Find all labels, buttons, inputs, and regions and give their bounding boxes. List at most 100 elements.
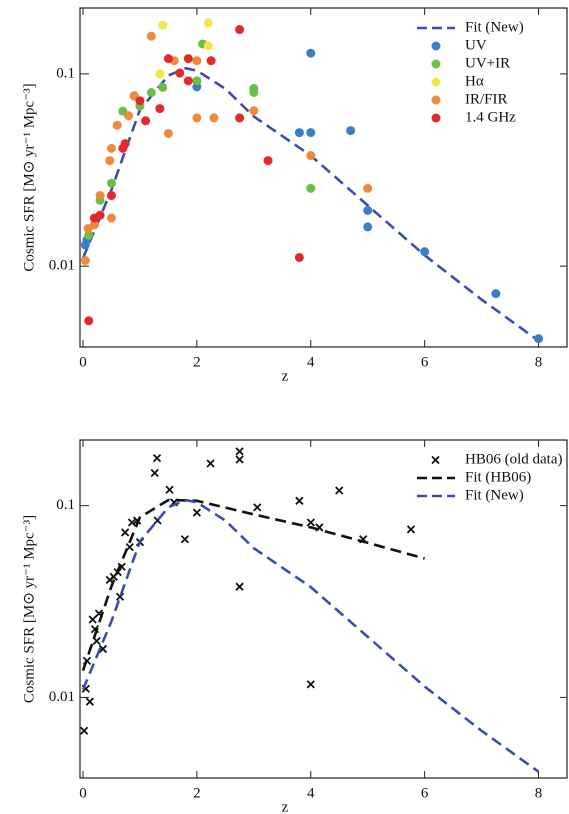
- plot-frame: [79, 7, 568, 348]
- data-point: [155, 104, 165, 114]
- data-point: [106, 213, 116, 223]
- legend-swatch: [431, 59, 441, 69]
- data-point: [203, 41, 213, 51]
- data-point: [235, 582, 244, 591]
- data-point: [84, 230, 94, 240]
- legend-swatch: [431, 77, 441, 87]
- data-point: [235, 113, 245, 123]
- x-tick-label: 6: [421, 354, 429, 370]
- data-point: [253, 503, 262, 512]
- legend-label: UV+IR: [465, 55, 510, 71]
- data-point: [98, 644, 108, 654]
- legend-label: 1.4 GHz: [465, 109, 516, 125]
- data-point: [158, 82, 168, 92]
- data-point: [88, 615, 97, 624]
- data-point: [406, 525, 416, 534]
- data-point: [263, 156, 273, 166]
- legend-label: UV: [465, 37, 487, 53]
- legend-swatch: [431, 455, 440, 465]
- legend-label: IR/FIR: [465, 91, 508, 107]
- data-point: [306, 151, 316, 161]
- data-point: [106, 178, 116, 188]
- data-point: [294, 128, 304, 138]
- data-point: [112, 120, 122, 130]
- y-tick-label: 0.01: [49, 689, 75, 705]
- data-point: [84, 316, 94, 326]
- x-tick-label: 0: [79, 785, 87, 801]
- data-point: [135, 96, 145, 106]
- x-tick-label: 0: [79, 354, 87, 370]
- data-point: [346, 126, 356, 136]
- data-point: [192, 76, 202, 86]
- data-point: [306, 128, 316, 138]
- data-point: [363, 183, 373, 193]
- data-point: [120, 139, 130, 149]
- data-point: [249, 87, 259, 97]
- x-tick-label: 2: [193, 354, 201, 370]
- data-point: [85, 697, 94, 706]
- legend-swatch: [431, 113, 441, 123]
- data-point: [206, 56, 216, 66]
- x-tick-label: 8: [535, 354, 543, 370]
- data-point: [180, 535, 190, 544]
- data-point: [294, 252, 304, 262]
- data-point: [163, 128, 173, 138]
- data-point: [534, 334, 544, 344]
- y-tick-label: 0.01: [49, 258, 75, 274]
- data-point: [192, 508, 202, 517]
- data-point: [124, 111, 134, 121]
- data-point: [146, 87, 156, 97]
- data-point: [89, 220, 99, 230]
- data-point: [155, 69, 165, 79]
- chart-panel: 0 2 4 6 8 0.01 0.1 z Cosmic SFR [M⊙ yr⁻¹ Mpc⁻³] H…: [21, 439, 568, 814]
- data-point: [235, 455, 244, 464]
- legend-swatch: [431, 41, 441, 51]
- data-point: [106, 191, 116, 201]
- fit-line: [81, 498, 540, 773]
- data-point: [335, 486, 344, 495]
- data-point: [150, 468, 159, 478]
- data-point: [141, 116, 151, 126]
- data-point: [249, 106, 259, 116]
- legend-swatch: [431, 95, 441, 105]
- data-point: [183, 76, 193, 86]
- data-point: [127, 518, 137, 527]
- legend-label: Fit (HB06): [465, 469, 531, 485]
- y-tick-label: 0.1: [56, 497, 75, 513]
- data-point: [152, 453, 162, 463]
- data-point: [420, 247, 430, 257]
- x-axis-label: z: [282, 368, 289, 384]
- data-point: [209, 113, 219, 123]
- data-point: [363, 205, 373, 215]
- data-point: [192, 113, 202, 123]
- data-point: [192, 56, 202, 66]
- data-point: [92, 636, 101, 646]
- data-point: [306, 518, 315, 527]
- data-point: [158, 20, 168, 30]
- data-point: [95, 210, 105, 220]
- data-point: [306, 48, 316, 58]
- legend-label: Fit (New): [465, 487, 524, 503]
- x-tick-label: 4: [307, 785, 315, 801]
- data-point: [491, 289, 501, 299]
- data-point: [120, 528, 130, 537]
- data-point: [235, 447, 244, 456]
- data-point: [206, 459, 215, 468]
- data-point: [106, 143, 116, 153]
- x-tick-label: 8: [535, 785, 543, 801]
- chart-panel: 0 2 4 6 8 0.01 0.1 z Cosmic SFR [M⊙ yr⁻¹ Mpc⁻³] F…: [21, 7, 568, 384]
- data-point: [165, 485, 174, 494]
- data-point: [80, 726, 89, 735]
- data-point: [80, 256, 90, 266]
- x-tick-label: 6: [421, 785, 429, 801]
- x-tick-label: 2: [193, 785, 201, 801]
- y-axis-label: Cosmic SFR [M⊙ yr⁻¹ Mpc⁻³]: [21, 515, 37, 703]
- data-point: [146, 31, 156, 41]
- data-point: [306, 680, 315, 689]
- data-point: [295, 496, 304, 505]
- data-point: [235, 25, 245, 35]
- x-axis-label: z: [282, 799, 289, 814]
- data-point: [363, 222, 373, 232]
